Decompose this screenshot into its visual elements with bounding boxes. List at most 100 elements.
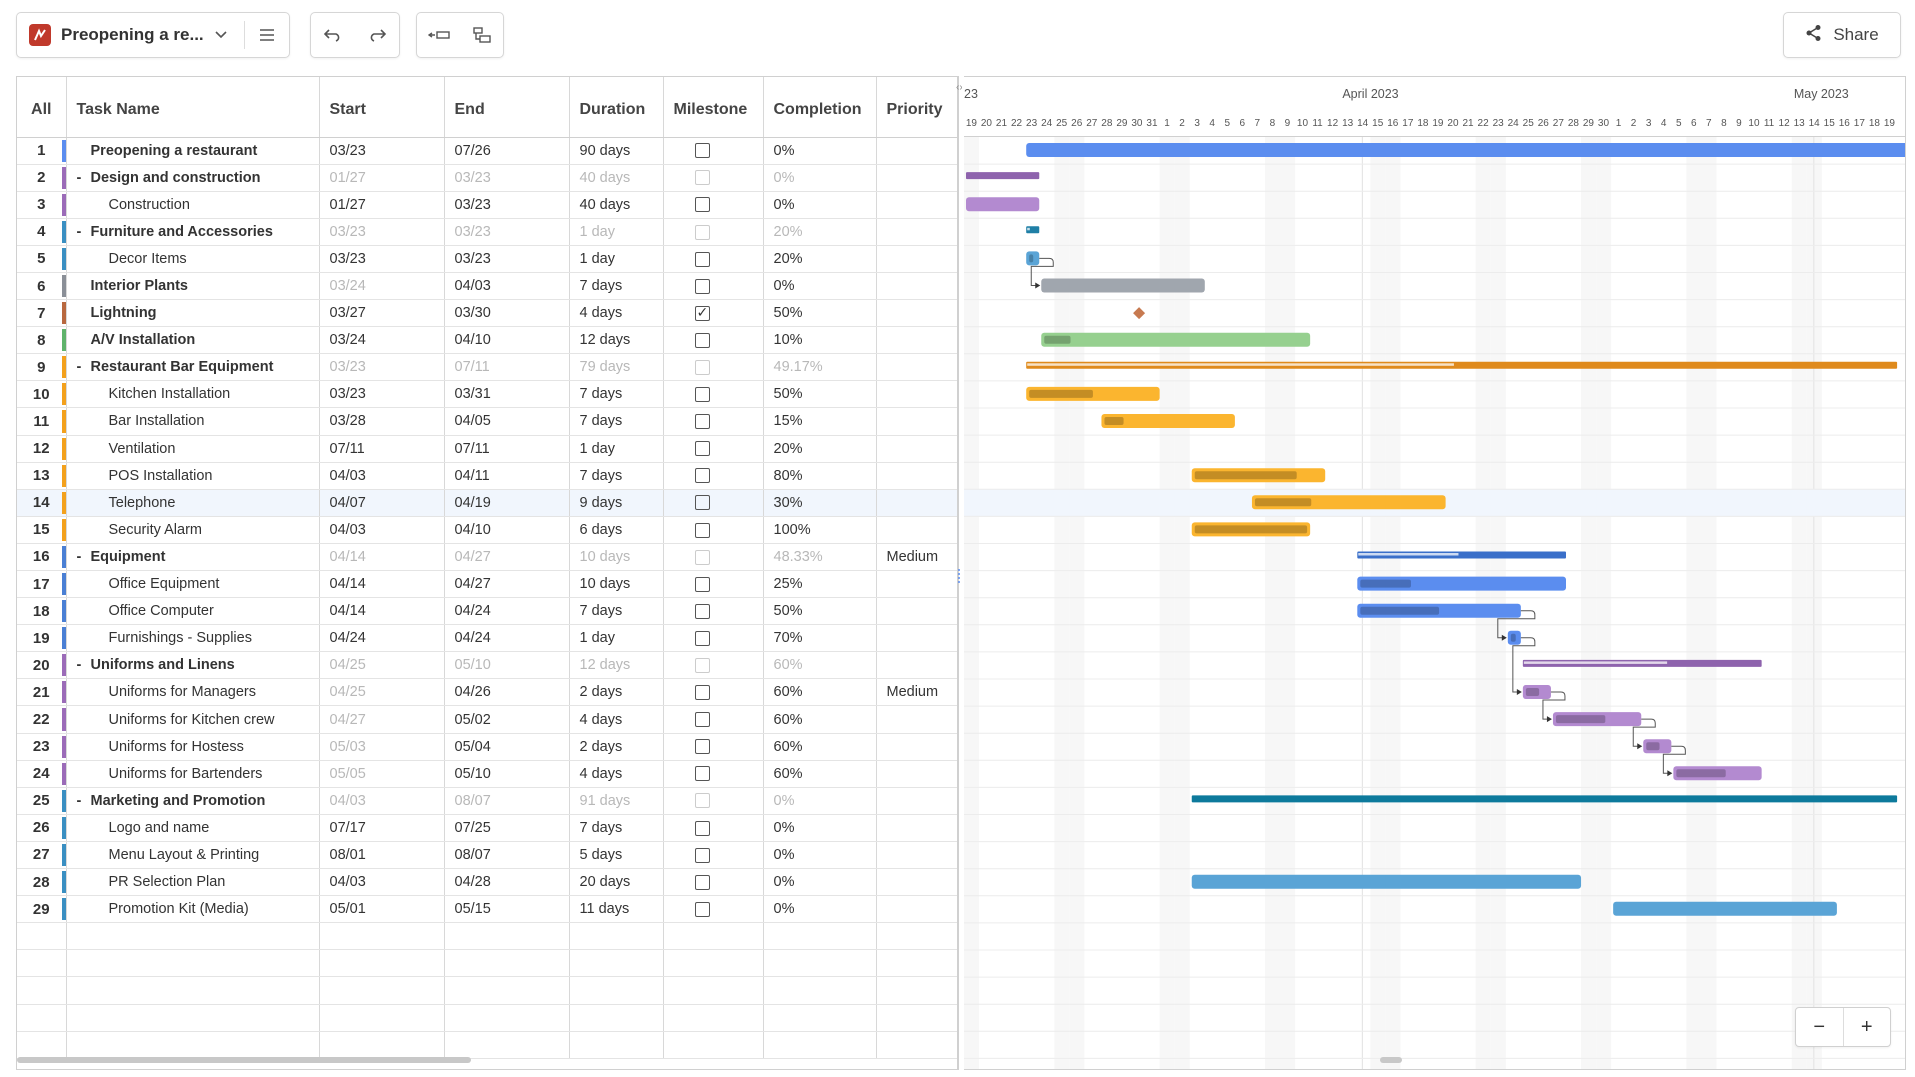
completion-cell[interactable]: 50% — [763, 380, 877, 409]
project-title[interactable]: Preopening a re... — [61, 25, 204, 44]
completion-cell[interactable]: 60% — [763, 760, 877, 788]
summary-bar[interactable] — [966, 172, 1040, 180]
duration-cell[interactable]: 7 days — [569, 272, 664, 301]
priority-cell[interactable] — [876, 272, 957, 301]
completion-cell[interactable]: 60% — [763, 733, 877, 761]
duration-cell[interactable]: 79 days — [569, 353, 664, 382]
priority-cell[interactable] — [876, 462, 957, 490]
task-row[interactable]: 6 Interior Plants 03/24 04/03 7 days 0% — [17, 272, 957, 301]
project-menu[interactable]: Preopening a re... — [16, 12, 290, 58]
priority-cell[interactable] — [876, 380, 957, 409]
task-bar[interactable] — [1191, 874, 1582, 889]
task-row[interactable]: 28 PR Selection Plan 04/03 04/28 20 days 0% — [17, 868, 957, 897]
column-header-duration[interactable]: Duration — [569, 77, 664, 138]
column-header-completion[interactable]: Completion — [763, 77, 877, 138]
duration-cell[interactable]: 7 days — [569, 597, 664, 626]
priority-cell[interactable] — [876, 245, 957, 273]
task-name-cell[interactable]: POS Installation — [66, 462, 320, 490]
milestone-checkbox[interactable] — [694, 251, 710, 267]
duration-cell[interactable]: 40 days — [569, 164, 664, 192]
milestone-diamond[interactable] — [1133, 307, 1146, 320]
end-date-cell[interactable]: 03/23 — [444, 191, 570, 219]
collapse-toggle[interactable]: - — [76, 657, 82, 674]
milestone-checkbox[interactable] — [694, 793, 710, 809]
priority-cell[interactable] — [876, 597, 957, 626]
start-date-cell[interactable]: 04/25 — [319, 678, 445, 707]
column-header-task-name[interactable]: Task Name — [66, 77, 320, 138]
start-date-cell[interactable]: 03/23 — [319, 218, 445, 246]
duration-cell[interactable]: 1 day — [569, 435, 664, 463]
milestone-checkbox[interactable] — [694, 847, 710, 863]
end-date-cell[interactable]: 03/31 — [444, 380, 570, 409]
end-date-cell[interactable]: 04/28 — [444, 868, 570, 897]
task-row[interactable]: 1 Preopening a restaurant 03/23 07/26 90 day… — [17, 137, 957, 165]
end-date-cell[interactable]: 05/10 — [444, 760, 570, 788]
end-date-cell[interactable]: 04/27 — [444, 570, 570, 599]
task-name-cell[interactable]: Uniforms for Managers — [66, 678, 320, 707]
end-date-cell[interactable]: 04/03 — [444, 272, 570, 301]
task-bar[interactable] — [1251, 495, 1446, 510]
milestone-checkbox[interactable] — [694, 766, 710, 782]
task-bar[interactable] — [1026, 251, 1040, 266]
priority-cell[interactable] — [876, 326, 957, 355]
task-name-cell[interactable]: Interior Plants — [66, 272, 320, 301]
task-name-cell[interactable]: A/V Installation — [66, 326, 320, 355]
task-name-cell[interactable]: Uniforms for Kitchen crew — [66, 705, 320, 734]
task-row[interactable]: 5 Decor Items 03/23 03/23 1 day 20% — [17, 245, 957, 273]
task-name-cell[interactable]: Construction — [66, 191, 320, 219]
completion-cell[interactable]: 80% — [763, 462, 877, 490]
task-name-cell[interactable]: Menu Layout & Printing — [66, 841, 320, 870]
start-date-cell[interactable]: 04/03 — [319, 787, 445, 815]
end-date-cell[interactable]: 04/19 — [444, 489, 570, 517]
end-date-cell[interactable]: 04/10 — [444, 326, 570, 355]
task-row[interactable]: 24 Uniforms for Bartenders 05/05 05/10 4 day… — [17, 760, 957, 788]
start-date-cell[interactable]: 04/14 — [319, 543, 445, 572]
end-date-cell[interactable]: 04/24 — [444, 597, 570, 626]
duration-cell[interactable]: 12 days — [569, 651, 664, 680]
end-date-cell[interactable]: 05/04 — [444, 733, 570, 761]
milestone-checkbox[interactable] — [694, 576, 710, 592]
priority-cell[interactable]: Medium — [876, 678, 957, 707]
start-date-cell[interactable]: 01/27 — [319, 164, 445, 192]
priority-cell[interactable] — [876, 218, 957, 246]
duration-cell[interactable]: 9 days — [569, 489, 664, 517]
priority-cell[interactable] — [876, 407, 957, 436]
collapse-toggle[interactable]: - — [76, 792, 82, 809]
task-name-cell[interactable]: Furnishings - Supplies — [66, 624, 320, 653]
priority-cell[interactable] — [876, 814, 957, 842]
column-header-milestone[interactable]: Milestone — [663, 77, 764, 138]
milestone-checkbox[interactable] — [694, 712, 710, 728]
completion-cell[interactable]: 0% — [763, 191, 877, 219]
task-row[interactable]: 16- Equipment 04/14 04/27 10 days 48.33% Mediu… — [17, 543, 957, 572]
task-name-cell[interactable]: - Uniforms and Linens — [66, 651, 320, 680]
task-row[interactable]: 3 Construction 01/27 03/23 40 days 0% — [17, 191, 957, 219]
task-bar[interactable] — [1552, 712, 1642, 727]
task-name-cell[interactable]: PR Selection Plan — [66, 868, 320, 897]
milestone-checkbox[interactable] — [694, 278, 710, 294]
completion-cell[interactable]: 0% — [763, 787, 877, 815]
task-name-cell[interactable]: - Furniture and Accessories — [66, 218, 320, 246]
task-name-cell[interactable]: - Marketing and Promotion — [66, 787, 320, 815]
start-date-cell[interactable]: 07/11 — [319, 435, 445, 463]
zoom-out-button[interactable]: − — [1813, 1015, 1826, 1038]
priority-cell[interactable] — [876, 895, 957, 924]
outdent-task-icon[interactable] — [417, 13, 460, 57]
task-name-cell[interactable]: Kitchen Installation — [66, 380, 320, 409]
task-bar[interactable] — [1041, 332, 1311, 347]
column-header-end[interactable]: End — [444, 77, 570, 138]
priority-cell[interactable] — [876, 570, 957, 599]
task-name-cell[interactable]: Office Equipment — [66, 570, 320, 599]
completion-cell[interactable]: 20% — [763, 218, 877, 246]
task-row[interactable]: 8 A/V Installation 03/24 04/10 12 days 10% — [17, 326, 957, 355]
task-bar[interactable] — [966, 197, 1040, 212]
priority-cell[interactable] — [876, 868, 957, 897]
start-date-cell[interactable]: 04/14 — [319, 597, 445, 626]
task-row[interactable]: 14 Telephone 04/07 04/19 9 days 30% — [17, 489, 957, 517]
task-row[interactable]: 29 Promotion Kit (Media) 05/01 05/15 11 days… — [17, 895, 957, 924]
end-date-cell[interactable]: 04/11 — [444, 462, 570, 490]
task-name-cell[interactable]: - Restaurant Bar Equipment — [66, 353, 320, 382]
milestone-checkbox[interactable] — [694, 685, 710, 701]
start-date-cell[interactable]: 03/24 — [319, 326, 445, 355]
completion-cell[interactable]: 70% — [763, 624, 877, 653]
milestone-checkbox[interactable] — [694, 874, 710, 890]
